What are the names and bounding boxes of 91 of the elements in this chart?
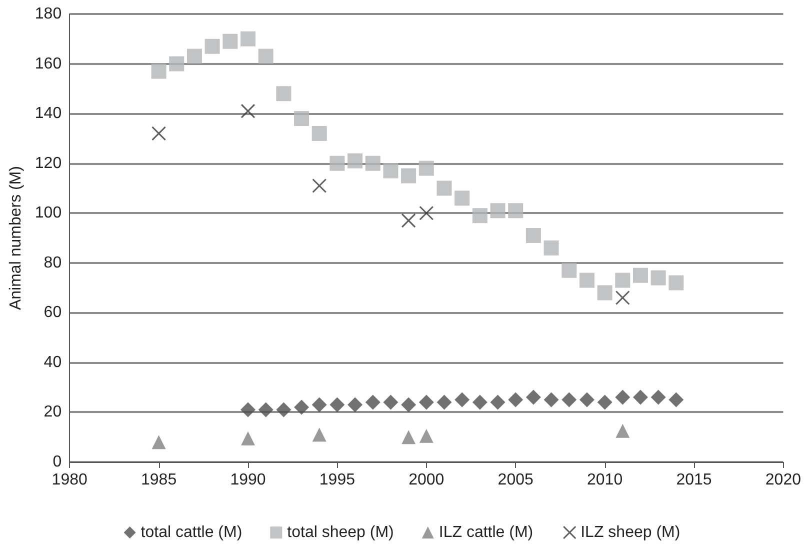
y-tick-label: 80 [44, 254, 62, 272]
point [401, 168, 416, 184]
point [419, 206, 434, 220]
point [632, 390, 648, 405]
point [204, 38, 220, 54]
point [436, 394, 452, 410]
point [615, 390, 630, 405]
point [668, 392, 684, 408]
point [562, 392, 577, 408]
point [562, 262, 577, 278]
point [544, 240, 559, 256]
x-tick-label: 2000 [408, 472, 444, 488]
point [312, 126, 327, 141]
point [544, 392, 559, 408]
x-tick-label: 1995 [319, 472, 356, 488]
point [436, 180, 452, 196]
point [472, 208, 488, 224]
x-tick-label: 2010 [587, 472, 623, 488]
point [615, 290, 630, 305]
point [276, 402, 292, 418]
point [490, 203, 506, 218]
point [330, 397, 345, 412]
point [508, 203, 524, 218]
point [294, 400, 310, 415]
point [401, 213, 416, 228]
point [418, 160, 434, 176]
point [383, 394, 398, 410]
y-tick-label: 140 [34, 105, 62, 122]
y-tick-label: 0 [52, 454, 62, 470]
point [597, 394, 612, 410]
point [152, 435, 166, 450]
y-tick-label: 120 [34, 154, 62, 172]
point [240, 431, 255, 446]
point [348, 153, 363, 168]
point [258, 48, 274, 64]
point [365, 394, 380, 410]
point [472, 394, 488, 410]
point [312, 428, 326, 442]
y-tick-label: 180 [34, 6, 62, 22]
point [348, 397, 363, 412]
point [615, 272, 630, 288]
point [526, 228, 541, 244]
point [186, 48, 202, 64]
x-tick-label: 1980 [52, 472, 88, 488]
point [419, 428, 434, 443]
point [240, 402, 256, 418]
point [668, 275, 684, 290]
point [258, 402, 274, 418]
point [650, 270, 666, 286]
point [151, 64, 166, 79]
y-tick-label: 160 [34, 55, 62, 72]
point [490, 394, 506, 410]
x-tick-label: 1985 [141, 472, 177, 488]
y-tick-label: 60 [44, 304, 62, 322]
x-tick-label: 2005 [498, 472, 534, 488]
point [579, 272, 594, 288]
point [294, 111, 310, 126]
point [616, 424, 630, 438]
point [240, 104, 256, 118]
point [508, 392, 524, 408]
point [312, 178, 327, 193]
y-tick-label: 40 [44, 354, 62, 371]
point [632, 268, 648, 283]
y-tick-label: 20 [44, 404, 62, 421]
point [169, 56, 184, 72]
point [152, 126, 166, 141]
legend-label: total cattle (M) [140, 524, 242, 541]
point [276, 86, 292, 102]
x-tick-label: 2015 [676, 472, 712, 488]
x-tick-label: 1990 [230, 472, 266, 488]
y-axis-title: Animal numbers (M) [8, 166, 24, 310]
legend-label: total sheep (M) [287, 524, 394, 541]
point [650, 390, 666, 405]
point [579, 392, 594, 408]
point [383, 163, 398, 178]
point [330, 156, 345, 171]
point [526, 390, 541, 405]
legend-label: ILZ sheep (M) [580, 524, 680, 541]
point [365, 156, 380, 171]
point [418, 394, 434, 410]
point [401, 397, 416, 412]
point [597, 285, 612, 300]
x-tick-label: 2020 [765, 472, 802, 488]
point [222, 34, 238, 49]
point [402, 430, 416, 444]
point [454, 392, 470, 408]
point [312, 397, 327, 412]
legend-label: ILZ cattle (M) [438, 524, 534, 541]
point [240, 31, 256, 46]
y-tick-label: 100 [34, 204, 62, 222]
point [454, 190, 470, 206]
